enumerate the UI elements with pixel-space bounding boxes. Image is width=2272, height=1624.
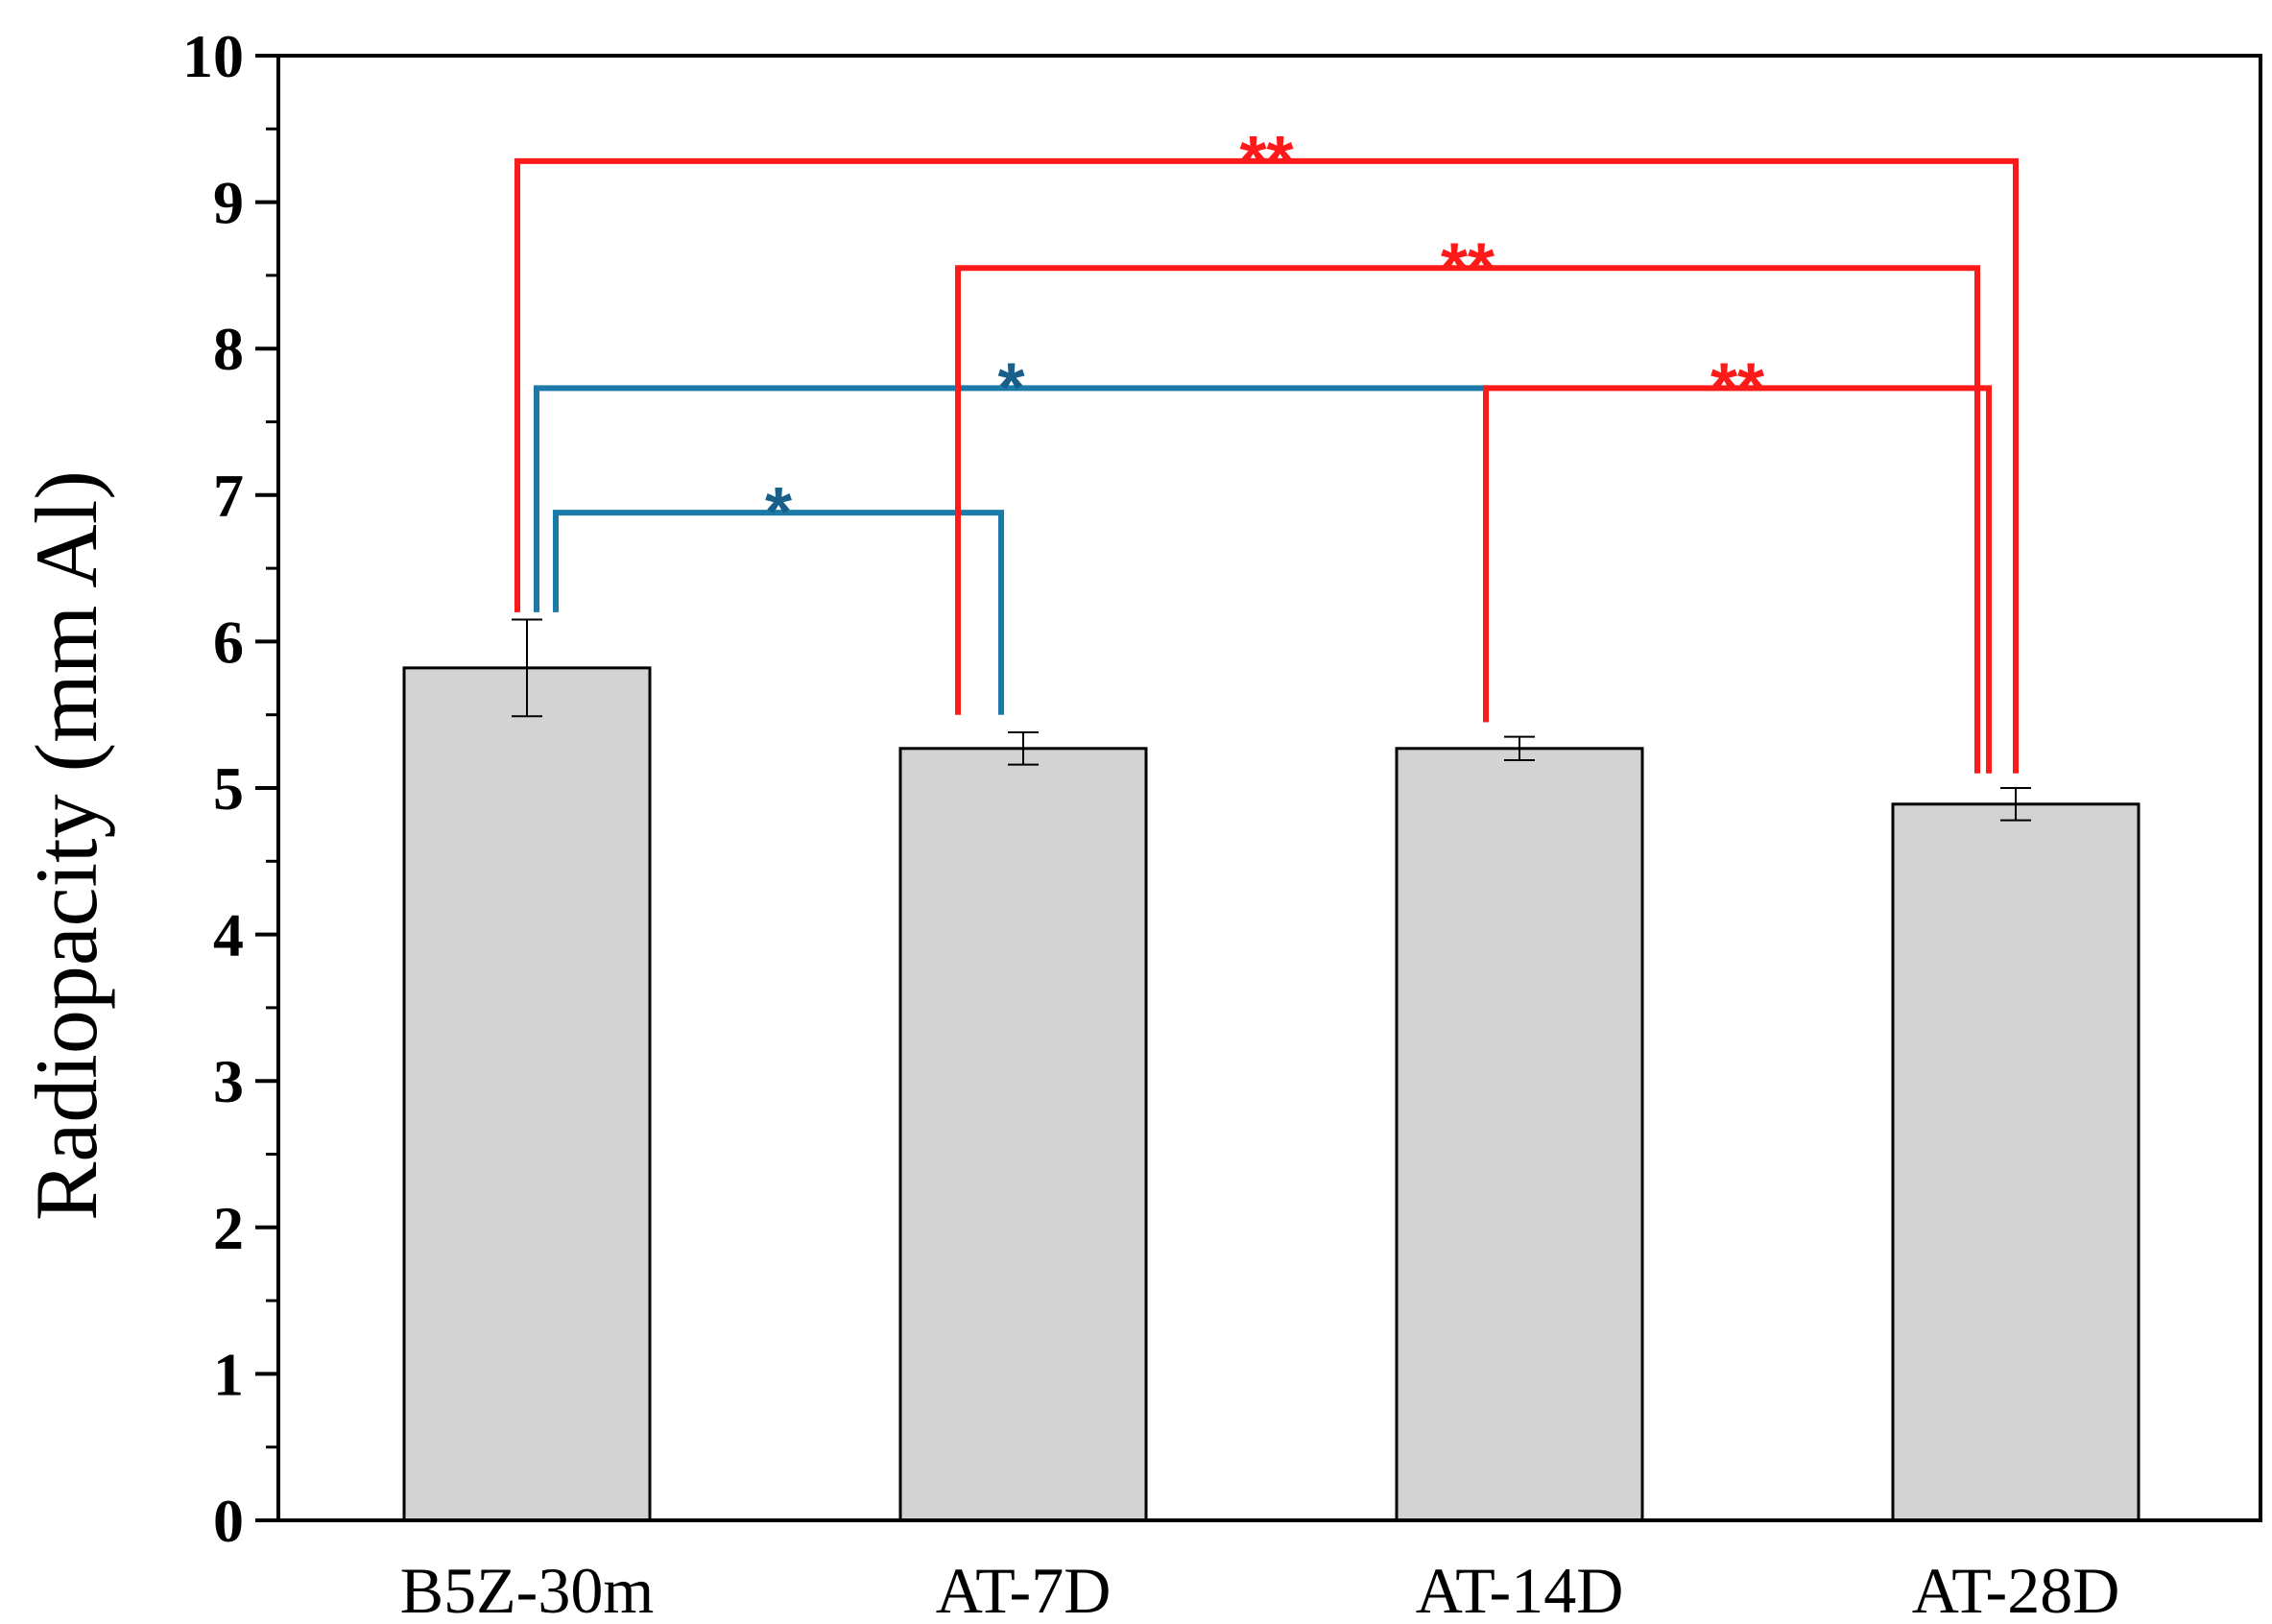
y-tick-label: 6 xyxy=(213,608,244,676)
significance-label: * xyxy=(997,349,1024,426)
error-bars-layer xyxy=(512,618,2031,822)
y-tick-label: 5 xyxy=(213,754,244,823)
x-category-label: B5Z-30m xyxy=(400,1554,654,1624)
significance-label: * xyxy=(765,474,792,551)
y-tick-label: 10 xyxy=(182,22,244,90)
y-tick-label: 1 xyxy=(213,1340,244,1408)
bar-at-14d xyxy=(1395,747,1644,1522)
significance-bracket xyxy=(514,157,2019,774)
significance-bracket xyxy=(1483,385,1992,774)
y-tick-label: 3 xyxy=(213,1047,244,1115)
x-category-label: AT-14D xyxy=(1416,1554,1624,1624)
y-ticks-layer: 0 1 2 3 4 5 6 7 8 9 10 xyxy=(182,22,278,1555)
x-category-layer: B5Z-30m AT-7D AT-14D AT-28D xyxy=(400,1554,2120,1624)
x-category-label: AT-7D xyxy=(936,1554,1112,1624)
y-axis-title: Radiopacity (mm Al) xyxy=(17,470,115,1221)
y-tick-label: 9 xyxy=(213,169,244,237)
y-tick-label: 7 xyxy=(213,462,244,530)
significance-label: ** xyxy=(1710,349,1764,426)
bar-b5z-30m xyxy=(402,666,652,1522)
significance-bracket xyxy=(534,385,1489,723)
significance-layer: ** ****** xyxy=(514,123,2019,774)
significance-bracket xyxy=(553,510,1004,715)
significance-bracket xyxy=(955,265,1980,774)
y-tick-label: 0 xyxy=(213,1487,244,1555)
bar-at-7d xyxy=(898,747,1148,1522)
bars-layer xyxy=(402,666,2140,1522)
y-tick-label: 8 xyxy=(213,315,244,383)
significance-label: ** xyxy=(1239,123,1293,200)
x-category-label: AT-28D xyxy=(1912,1554,2120,1624)
significance-label: ** xyxy=(1441,229,1495,306)
y-tick-label: 2 xyxy=(213,1194,244,1262)
bar-at-28d xyxy=(1891,802,2140,1522)
y-tick-label: 4 xyxy=(213,901,244,969)
